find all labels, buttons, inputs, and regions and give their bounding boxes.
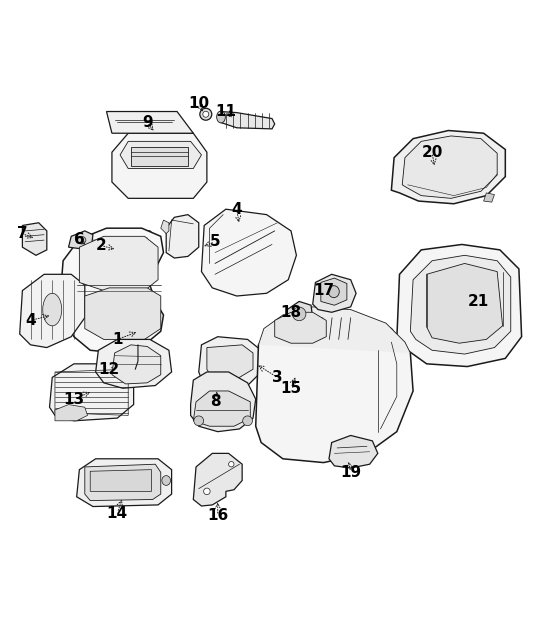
Text: 16: 16 (207, 508, 228, 524)
Polygon shape (286, 301, 313, 327)
Polygon shape (120, 141, 201, 168)
Ellipse shape (292, 307, 306, 321)
Polygon shape (275, 312, 326, 343)
Ellipse shape (194, 416, 203, 426)
Polygon shape (397, 244, 522, 367)
Polygon shape (426, 263, 503, 343)
Ellipse shape (329, 285, 339, 297)
Polygon shape (77, 459, 171, 507)
Text: 19: 19 (340, 465, 361, 480)
Polygon shape (107, 112, 193, 133)
Text: 3: 3 (272, 370, 283, 385)
Text: 10: 10 (188, 96, 209, 111)
Ellipse shape (200, 108, 212, 120)
Polygon shape (258, 307, 410, 353)
Polygon shape (50, 364, 134, 421)
Ellipse shape (162, 476, 170, 485)
Text: 17: 17 (313, 283, 334, 298)
Text: 11: 11 (215, 104, 237, 119)
Polygon shape (166, 215, 199, 258)
Text: 14: 14 (107, 505, 128, 520)
Polygon shape (55, 404, 88, 421)
Polygon shape (107, 231, 126, 239)
Polygon shape (85, 288, 161, 340)
Polygon shape (85, 464, 161, 501)
Text: 15: 15 (280, 381, 301, 396)
Text: 1: 1 (112, 332, 122, 347)
Text: 4: 4 (231, 202, 242, 217)
Ellipse shape (203, 488, 210, 495)
Text: 12: 12 (98, 362, 120, 377)
Polygon shape (313, 274, 356, 312)
Text: 21: 21 (467, 294, 489, 309)
Polygon shape (329, 435, 378, 468)
Polygon shape (256, 309, 413, 462)
Polygon shape (161, 220, 169, 234)
Polygon shape (96, 340, 171, 388)
Text: 7: 7 (17, 226, 28, 241)
Ellipse shape (76, 236, 86, 244)
Ellipse shape (203, 112, 209, 117)
Polygon shape (199, 336, 261, 391)
Polygon shape (193, 454, 242, 506)
Polygon shape (131, 147, 188, 166)
Polygon shape (85, 231, 156, 251)
Text: 6: 6 (74, 232, 85, 246)
Polygon shape (402, 136, 497, 198)
Polygon shape (218, 112, 275, 129)
Text: 20: 20 (422, 145, 443, 160)
Text: 5: 5 (210, 234, 220, 249)
Polygon shape (112, 133, 207, 198)
Polygon shape (207, 345, 253, 379)
Polygon shape (193, 391, 250, 427)
Polygon shape (484, 193, 494, 202)
Text: 4: 4 (25, 313, 36, 328)
Ellipse shape (228, 462, 234, 467)
Text: 18: 18 (280, 305, 301, 320)
Text: 8: 8 (210, 394, 220, 410)
Polygon shape (201, 209, 296, 296)
Text: 2: 2 (96, 238, 107, 253)
Polygon shape (69, 231, 93, 249)
Polygon shape (391, 130, 505, 203)
Polygon shape (90, 469, 152, 491)
Polygon shape (79, 236, 158, 290)
Polygon shape (20, 274, 85, 348)
Polygon shape (60, 228, 164, 353)
Polygon shape (410, 255, 511, 354)
Ellipse shape (217, 111, 225, 123)
Polygon shape (22, 223, 47, 255)
Text: 9: 9 (142, 115, 152, 130)
Text: 13: 13 (64, 392, 84, 406)
Ellipse shape (43, 294, 61, 326)
Ellipse shape (243, 416, 252, 426)
Polygon shape (321, 278, 347, 305)
Polygon shape (190, 372, 256, 432)
Polygon shape (112, 345, 161, 384)
